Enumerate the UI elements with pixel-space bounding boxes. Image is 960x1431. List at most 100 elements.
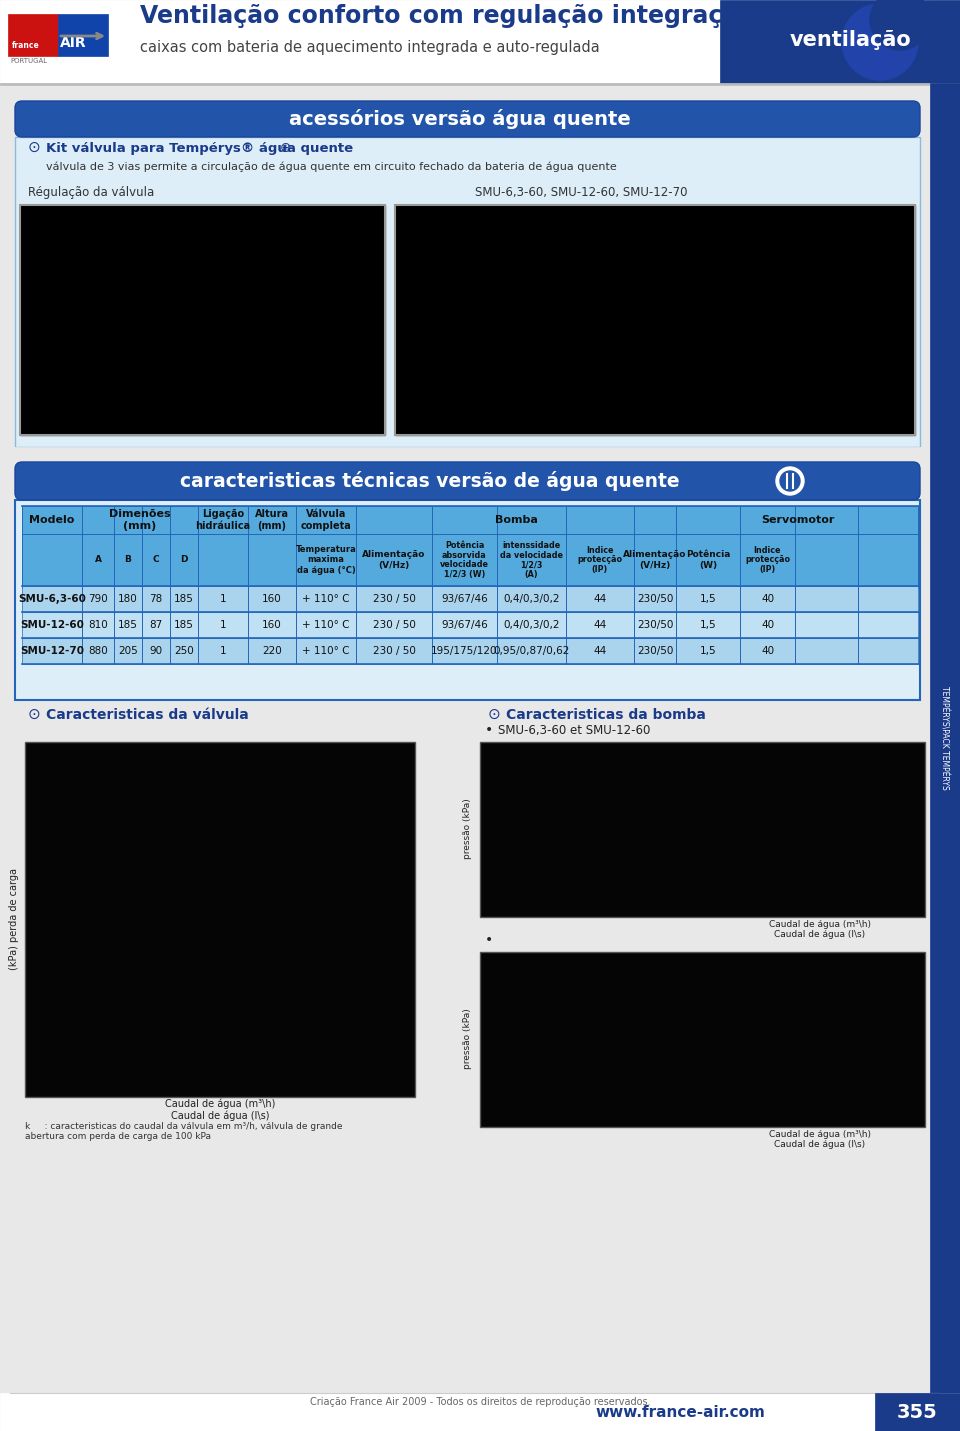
Text: 1: 1 xyxy=(220,594,227,604)
FancyBboxPatch shape xyxy=(15,102,920,137)
Bar xyxy=(395,205,915,435)
Text: 230 / 50: 230 / 50 xyxy=(372,620,416,630)
Bar xyxy=(22,638,918,664)
Bar xyxy=(0,83,960,84)
Text: 230/50: 230/50 xyxy=(636,594,673,604)
Text: www.france-air.com: www.france-air.com xyxy=(595,1405,765,1420)
Bar xyxy=(875,1392,960,1431)
Text: ⊙: ⊙ xyxy=(28,707,40,723)
Text: 230/50: 230/50 xyxy=(636,620,673,630)
Text: válvula de 3 vias permite a circulação de água quente em circuito fechado da bat: válvula de 3 vias permite a circulação d… xyxy=(46,162,616,172)
Text: 1,5: 1,5 xyxy=(700,620,716,630)
Text: pressão (kPa): pressão (kPa) xyxy=(464,1009,472,1069)
Circle shape xyxy=(780,471,800,491)
Text: Kit válvula para Tempérys® água quente: Kit válvula para Tempérys® água quente xyxy=(46,142,353,155)
Text: (kPa) perda de carga: (kPa) perda de carga xyxy=(9,869,19,970)
Bar xyxy=(22,587,918,612)
Text: 230 / 50: 230 / 50 xyxy=(372,645,416,655)
Text: 0,4/0,3/0,2: 0,4/0,3/0,2 xyxy=(503,594,560,604)
Text: Ventilação conforto com regulação integração >: Ventilação conforto com regulação integr… xyxy=(140,4,782,29)
Text: 40: 40 xyxy=(761,594,774,604)
Text: Alimentação
(V/Hz): Alimentação (V/Hz) xyxy=(362,551,425,570)
Bar xyxy=(8,9,108,76)
Text: Caracteristicas da válvula: Caracteristicas da válvula xyxy=(46,708,249,723)
Text: Ligação
hidráulica: Ligação hidráulica xyxy=(196,509,251,531)
Text: 185: 185 xyxy=(174,620,194,630)
Text: 790: 790 xyxy=(88,594,108,604)
Text: 44: 44 xyxy=(593,594,607,604)
Text: pressão (kPa): pressão (kPa) xyxy=(464,798,472,860)
Text: Servomotor: Servomotor xyxy=(761,515,834,525)
Text: 185: 185 xyxy=(118,620,138,630)
Text: Caudal de água (m³\h): Caudal de água (m³\h) xyxy=(769,920,871,929)
Text: 185: 185 xyxy=(174,594,194,604)
Text: 40: 40 xyxy=(761,620,774,630)
Text: SMU-12-60: SMU-12-60 xyxy=(20,620,84,630)
Text: 250: 250 xyxy=(174,645,194,655)
Bar xyxy=(480,952,925,1128)
Text: 880: 880 xyxy=(88,645,108,655)
Text: 1: 1 xyxy=(220,645,227,655)
Text: Caudal de água (m³\h): Caudal de água (m³\h) xyxy=(769,1130,871,1139)
Text: •: • xyxy=(485,723,493,737)
Text: 1: 1 xyxy=(220,620,227,630)
Text: 87: 87 xyxy=(150,620,162,630)
Text: Caracteristicas da bomba: Caracteristicas da bomba xyxy=(506,708,706,723)
Text: ⊙: ⊙ xyxy=(28,140,40,155)
Text: intenssidade
da velocidade
1/2/3
(A): intenssidade da velocidade 1/2/3 (A) xyxy=(500,541,563,580)
Text: Caudal de água (l\s): Caudal de água (l\s) xyxy=(775,1141,866,1149)
Bar xyxy=(0,1392,960,1431)
Text: 195/175/120: 195/175/120 xyxy=(431,645,497,655)
Bar xyxy=(8,14,58,56)
Text: + 110° C: + 110° C xyxy=(302,620,349,630)
Bar xyxy=(22,507,918,588)
Text: 93/67/46: 93/67/46 xyxy=(442,594,488,604)
Text: Potência
absorvida
velocidade
1/2/3 (W): Potência absorvida velocidade 1/2/3 (W) xyxy=(440,541,489,580)
Text: france: france xyxy=(12,41,39,50)
Text: Indice
protecção
(IP): Indice protecção (IP) xyxy=(745,545,790,574)
Text: •: • xyxy=(485,933,493,947)
Text: caixas com bateria de aquecimento integrada e auto-regulada: caixas com bateria de aquecimento integr… xyxy=(140,40,600,54)
Bar xyxy=(0,446,930,462)
Text: C: C xyxy=(153,555,159,564)
Text: ⊙: ⊙ xyxy=(488,707,501,723)
Text: SMU-6,3-60: SMU-6,3-60 xyxy=(18,594,86,604)
Text: + 110° C: + 110° C xyxy=(302,645,349,655)
Text: TEMPÉRYS\PACK TEMPÉRYS: TEMPÉRYS\PACK TEMPÉRYS xyxy=(940,685,948,790)
Bar xyxy=(930,83,960,1392)
Bar xyxy=(20,205,385,435)
Bar xyxy=(20,205,385,435)
Text: 230 / 50: 230 / 50 xyxy=(372,594,416,604)
Text: Modelo: Modelo xyxy=(30,515,75,525)
Text: Altura
(mm): Altura (mm) xyxy=(255,509,289,531)
Text: PORTUGAL: PORTUGAL xyxy=(10,59,47,64)
Text: 40: 40 xyxy=(761,645,774,655)
Text: 78: 78 xyxy=(150,594,162,604)
Text: 160: 160 xyxy=(262,594,282,604)
Bar xyxy=(720,0,960,83)
Bar xyxy=(0,83,930,102)
Text: Válvula
completa: Válvula completa xyxy=(300,509,351,531)
Bar xyxy=(480,743,925,917)
Text: caracteristicas técnicas versão de água quente: caracteristicas técnicas versão de água … xyxy=(180,471,680,491)
Text: AIR: AIR xyxy=(60,36,86,50)
Text: Dimenões
(mm): Dimenões (mm) xyxy=(109,509,171,531)
Text: A: A xyxy=(94,555,102,564)
Text: + 110° C: + 110° C xyxy=(302,594,349,604)
Text: Caudal de água (l\s): Caudal de água (l\s) xyxy=(171,1110,269,1120)
Text: Indice
protecção
(IP): Indice protecção (IP) xyxy=(578,545,622,574)
Text: Régulação da válvula: Régulação da válvula xyxy=(28,186,155,199)
Text: 230/50: 230/50 xyxy=(636,645,673,655)
Text: 1,5: 1,5 xyxy=(700,594,716,604)
FancyBboxPatch shape xyxy=(15,462,920,499)
Text: 160: 160 xyxy=(262,620,282,630)
Text: 90: 90 xyxy=(150,645,162,655)
Text: 93/67/46: 93/67/46 xyxy=(442,620,488,630)
Text: D: D xyxy=(180,555,188,564)
Text: Criação France Air 2009 - Todos os direitos de reprodução reservados.: Criação France Air 2009 - Todos os direi… xyxy=(310,1397,650,1407)
Text: ventilação: ventilação xyxy=(790,30,912,50)
Bar xyxy=(58,14,108,56)
Text: ⊕: ⊕ xyxy=(280,142,292,155)
Text: Caudal de água (m³\h): Caudal de água (m³\h) xyxy=(165,1099,276,1109)
Text: k     : caracteristicas do caudal da válvula em m³/h, válvula de grande
abertura: k : caracteristicas do caudal da válvula… xyxy=(25,1122,343,1141)
